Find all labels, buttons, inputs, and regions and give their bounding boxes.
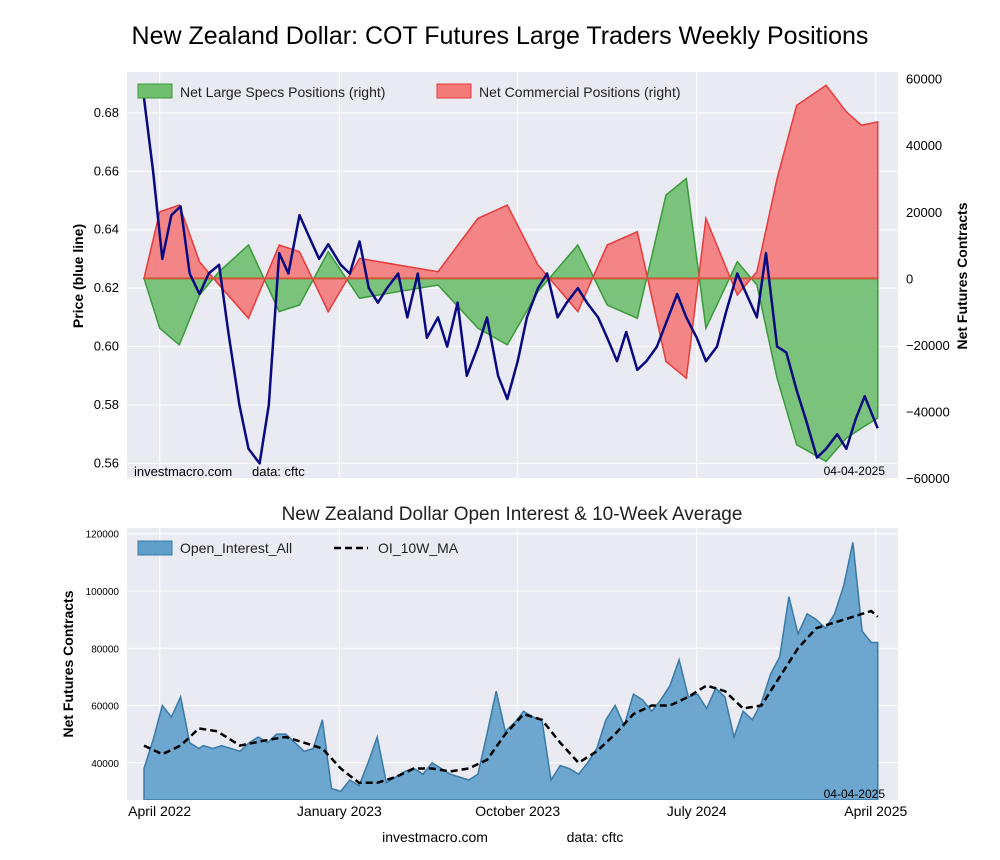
legend-swatch-oi [137,540,173,556]
top-right-tick-label: −20000 [906,338,950,353]
top-axes: 0.56 0.58 0.60 0.62 0.64 0.66 0.68 −60000 −40000… [94,72,950,486]
net-large-specs-area [142,177,879,463]
bottom-area-series [143,542,879,800]
top-area-series [142,84,879,463]
top-left-tick-label: 0.60 [94,339,119,354]
top-right-tick-label: −60000 [906,471,950,486]
bottom-ma-line [143,609,879,785]
bottom-date-label: 04-04-2025 [824,787,886,801]
top-left-tick-label: 0.56 [94,455,119,470]
legend-swatch-specs [137,83,173,99]
legend-label-oi: Open_Interest_All [180,540,292,556]
top-watermark-mid: data: cftc [252,464,305,479]
top-right-tick-label: −40000 [906,404,950,419]
top-right-tick-label: 20000 [906,205,942,220]
x-tick-label: April 2025 [844,803,907,819]
top-right-axis-label: Net Futures Contracts [954,202,970,349]
x-tick-label: January 2023 [297,803,382,819]
legend-label-commercial: Net Commercial Positions (right) [479,84,681,100]
top-date-label: 04-04-2025 [824,464,886,478]
bottom-tick-label: 100000 [86,587,120,598]
x-tick-label: July 2024 [667,803,727,819]
top-right-tick-label: 0 [906,271,913,286]
bottom-tick-label: 40000 [91,759,119,770]
bottom-chart-title: New Zealand Dollar Open Interest & 10-We… [282,504,743,525]
top-left-tick-label: 0.58 [94,397,119,412]
top-right-tick-label: 60000 [906,72,942,87]
x-tick-label: October 2023 [475,803,560,819]
footer-site: investmacro.com [382,829,488,845]
top-left-tick-label: 0.64 [94,222,119,237]
legend-label-ma: OI_10W_MA [378,540,459,556]
top-left-axis-label: Price (blue line) [70,224,86,328]
top-right-tick-label: 40000 [906,138,942,153]
page-title: New Zealand Dollar: COT Futures Large Tr… [131,22,869,50]
top-watermark-left: investmacro.com [134,464,232,479]
top-left-tick-label: 0.68 [94,105,119,120]
bottom-legend: Open_Interest_All OI_10W_MA [137,540,459,556]
legend-swatch-commercial [436,83,472,99]
open-interest-area [143,542,879,800]
top-left-tick-label: 0.62 [94,280,119,295]
net-commercial-area [142,84,879,380]
bottom-tick-label: 80000 [91,644,119,655]
oi-10w-ma-line [143,609,879,785]
top-price-line [142,98,879,465]
top-legend: Net Large Specs Positions (right) Net Com… [137,83,681,100]
legend-label-specs: Net Large Specs Positions (right) [180,84,385,100]
top-left-tick-label: 0.66 [94,163,119,178]
bottom-axis-label: Net Futures Contracts [60,590,76,737]
bottom-tick-label: 120000 [86,530,120,541]
bottom-axes: April 2022 January 2023 October 2023 July 2… [86,530,908,819]
bottom-tick-label: 60000 [91,702,119,713]
x-tick-label: April 2022 [128,803,191,819]
price-line [142,98,879,465]
footer-source: data: cftc [567,829,624,845]
